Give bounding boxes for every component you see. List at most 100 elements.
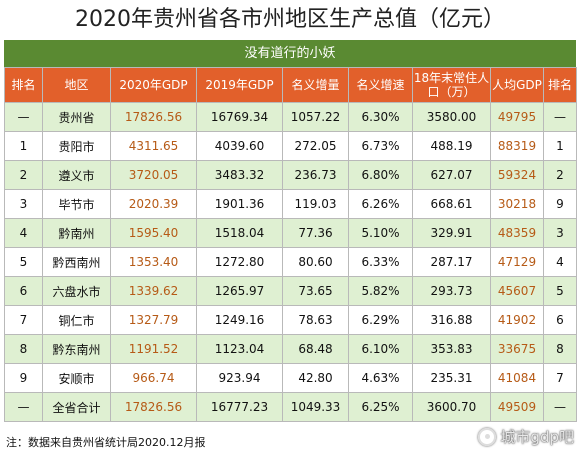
cell-nominal-growth: 5.82% — [348, 276, 413, 306]
cell-per-capita-gdp: 49795 — [490, 102, 544, 132]
cell-rank: 2 — [4, 160, 43, 190]
cell-rank: 9 — [4, 363, 43, 393]
cell-rank: 3 — [4, 189, 43, 219]
cell-population: 3600.70 — [412, 392, 491, 422]
cell-per-capita-rank: 9 — [543, 189, 577, 219]
table-row: 5 黔西南州 1353.40 1272.80 80.60 6.33% 287.17 47129… — [4, 247, 577, 277]
cell-gdp-2019: 3483.32 — [196, 160, 283, 190]
cell-population: 353.83 — [412, 334, 491, 364]
cell-gdp-2019: 1249.16 — [196, 305, 283, 335]
cell-per-capita-rank: 4 — [543, 247, 577, 277]
cell-nominal-growth: 6.73% — [348, 131, 413, 161]
cell-nominal-increase: 1049.33 — [282, 392, 349, 422]
cell-nominal-increase: 77.36 — [282, 218, 349, 248]
cell-nominal-growth: 6.30% — [348, 102, 413, 132]
cell-population: 316.88 — [412, 305, 491, 335]
cell-population: 329.91 — [412, 218, 491, 248]
table-row: 2 遵义市 3720.05 3483.32 236.73 6.80% 627.07 59324… — [4, 160, 577, 190]
cell-population: 293.73 — [412, 276, 491, 306]
cell-population: 627.07 — [412, 160, 491, 190]
cell-nominal-growth: 6.25% — [348, 392, 413, 422]
cell-per-capita-rank: — — [543, 102, 577, 132]
table-row: 6 六盘水市 1339.62 1265.97 73.65 5.82% 293.73 45607… — [4, 276, 577, 306]
cell-population: 3580.00 — [412, 102, 491, 132]
cell-population: 235.31 — [412, 363, 491, 393]
cell-nominal-increase: 272.05 — [282, 131, 349, 161]
cell-gdp-2019: 16769.34 — [196, 102, 283, 132]
cell-per-capita-gdp: 45607 — [490, 276, 544, 306]
cell-per-capita-rank: — — [543, 392, 577, 422]
cell-gdp-2020: 17826.56 — [110, 392, 197, 422]
cell-population: 488.19 — [412, 131, 491, 161]
cell-nominal-growth: 5.10% — [348, 218, 413, 248]
header-population: 18年末常住人口（万） — [412, 67, 491, 103]
cell-region: 六盘水市 — [42, 276, 111, 306]
watermark-text: 城市gdp吧 — [500, 428, 574, 446]
cell-region: 铜仁市 — [42, 305, 111, 335]
cell-nominal-growth: 4.63% — [348, 363, 413, 393]
cell-per-capita-gdp: 41902 — [490, 305, 544, 335]
cell-rank: 5 — [4, 247, 43, 277]
cell-gdp-2020: 1327.79 — [110, 305, 197, 335]
cell-per-capita-gdp: 47129 — [490, 247, 544, 277]
table-row: 7 铜仁市 1327.79 1249.16 78.63 6.29% 316.88 41902 6 — [4, 305, 577, 335]
cell-region: 黔西南州 — [42, 247, 111, 277]
cell-nominal-growth: 6.26% — [348, 189, 413, 219]
cell-per-capita-rank: 8 — [543, 334, 577, 364]
cell-nominal-increase: 73.65 — [282, 276, 349, 306]
cell-nominal-growth: 6.33% — [348, 247, 413, 277]
cell-per-capita-rank: 5 — [543, 276, 577, 306]
cell-rank: 7 — [4, 305, 43, 335]
header-rank: 排名 — [4, 67, 43, 103]
cell-gdp-2019: 923.94 — [196, 363, 283, 393]
cell-gdp-2019: 16777.23 — [196, 392, 283, 422]
page-title: 2020年贵州省各市州地区生产总值（亿元） — [75, 7, 505, 32]
cell-region: 遵义市 — [42, 160, 111, 190]
cell-rank: 8 — [4, 334, 43, 364]
cell-nominal-increase: 80.60 — [282, 247, 349, 277]
table-row: — 贵州省 17826.56 16769.34 1057.22 6.30% 3580.00 4… — [4, 102, 577, 132]
cell-nominal-increase: 42.80 — [282, 363, 349, 393]
cell-per-capita-gdp: 33675 — [490, 334, 544, 364]
cell-region: 贵阳市 — [42, 131, 111, 161]
cell-gdp-2020: 1595.40 — [110, 218, 197, 248]
cell-gdp-2019: 1123.04 — [196, 334, 283, 364]
cell-nominal-increase: 1057.22 — [282, 102, 349, 132]
table-row: 8 黔东南州 1191.52 1123.04 68.48 6.10% 353.83 33675… — [4, 334, 577, 364]
table-row: — 全省合计 17826.56 16777.23 1049.33 6.25% 3600.70… — [4, 392, 577, 422]
cell-per-capita-gdp: 48359 — [490, 218, 544, 248]
cell-gdp-2020: 17826.56 — [110, 102, 197, 132]
cell-region: 安顺市 — [42, 363, 111, 393]
cell-nominal-increase: 68.48 — [282, 334, 349, 364]
cell-rank: 4 — [4, 218, 43, 248]
table-header-row: 排名 地区 2020年GDP 2019年GDP 名义增量 名义增速 18年末常住… — [4, 67, 577, 103]
gdp-table: 排名 地区 2020年GDP 2019年GDP 名义增量 名义增速 18年末常住… — [4, 67, 577, 422]
cell-nominal-growth: 6.10% — [348, 334, 413, 364]
cell-per-capita-rank: 6 — [543, 305, 577, 335]
cell-per-capita-rank: 3 — [543, 218, 577, 248]
cell-gdp-2020: 1353.40 — [110, 247, 197, 277]
cell-gdp-2019: 1272.80 — [196, 247, 283, 277]
cell-per-capita-gdp: 59324 — [490, 160, 544, 190]
cell-gdp-2020: 966.74 — [110, 363, 197, 393]
cell-nominal-growth: 6.29% — [348, 305, 413, 335]
cell-per-capita-gdp: 30218 — [490, 189, 544, 219]
cell-gdp-2019: 1265.97 — [196, 276, 283, 306]
cell-gdp-2019: 1901.36 — [196, 189, 283, 219]
cell-gdp-2020: 2020.39 — [110, 189, 197, 219]
cell-gdp-2020: 3720.05 — [110, 160, 197, 190]
cell-region: 毕节市 — [42, 189, 111, 219]
cell-nominal-growth: 6.80% — [348, 160, 413, 190]
cell-rank: — — [4, 102, 43, 132]
cell-rank: 1 — [4, 131, 43, 161]
cell-per-capita-rank: 2 — [543, 160, 577, 190]
cell-per-capita-rank: 7 — [543, 363, 577, 393]
subtitle-banner: 没有道行的小妖 — [4, 40, 576, 67]
camera-icon — [478, 428, 497, 446]
table-row: 1 贵阳市 4311.65 4039.60 272.05 6.73% 488.19 88319… — [4, 131, 577, 161]
watermark: 城市gdp吧 — [478, 426, 574, 448]
cell-nominal-increase: 78.63 — [282, 305, 349, 335]
cell-nominal-increase: 119.03 — [282, 189, 349, 219]
cell-population: 668.61 — [412, 189, 491, 219]
header-per-capita-gdp: 人均GDP — [490, 67, 544, 103]
